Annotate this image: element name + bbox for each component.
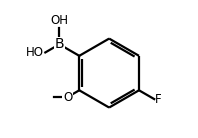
Text: OH: OH [50, 14, 68, 27]
Text: F: F [155, 93, 162, 106]
Text: B: B [55, 37, 64, 51]
Text: HO: HO [26, 46, 44, 59]
Text: O: O [63, 91, 72, 104]
